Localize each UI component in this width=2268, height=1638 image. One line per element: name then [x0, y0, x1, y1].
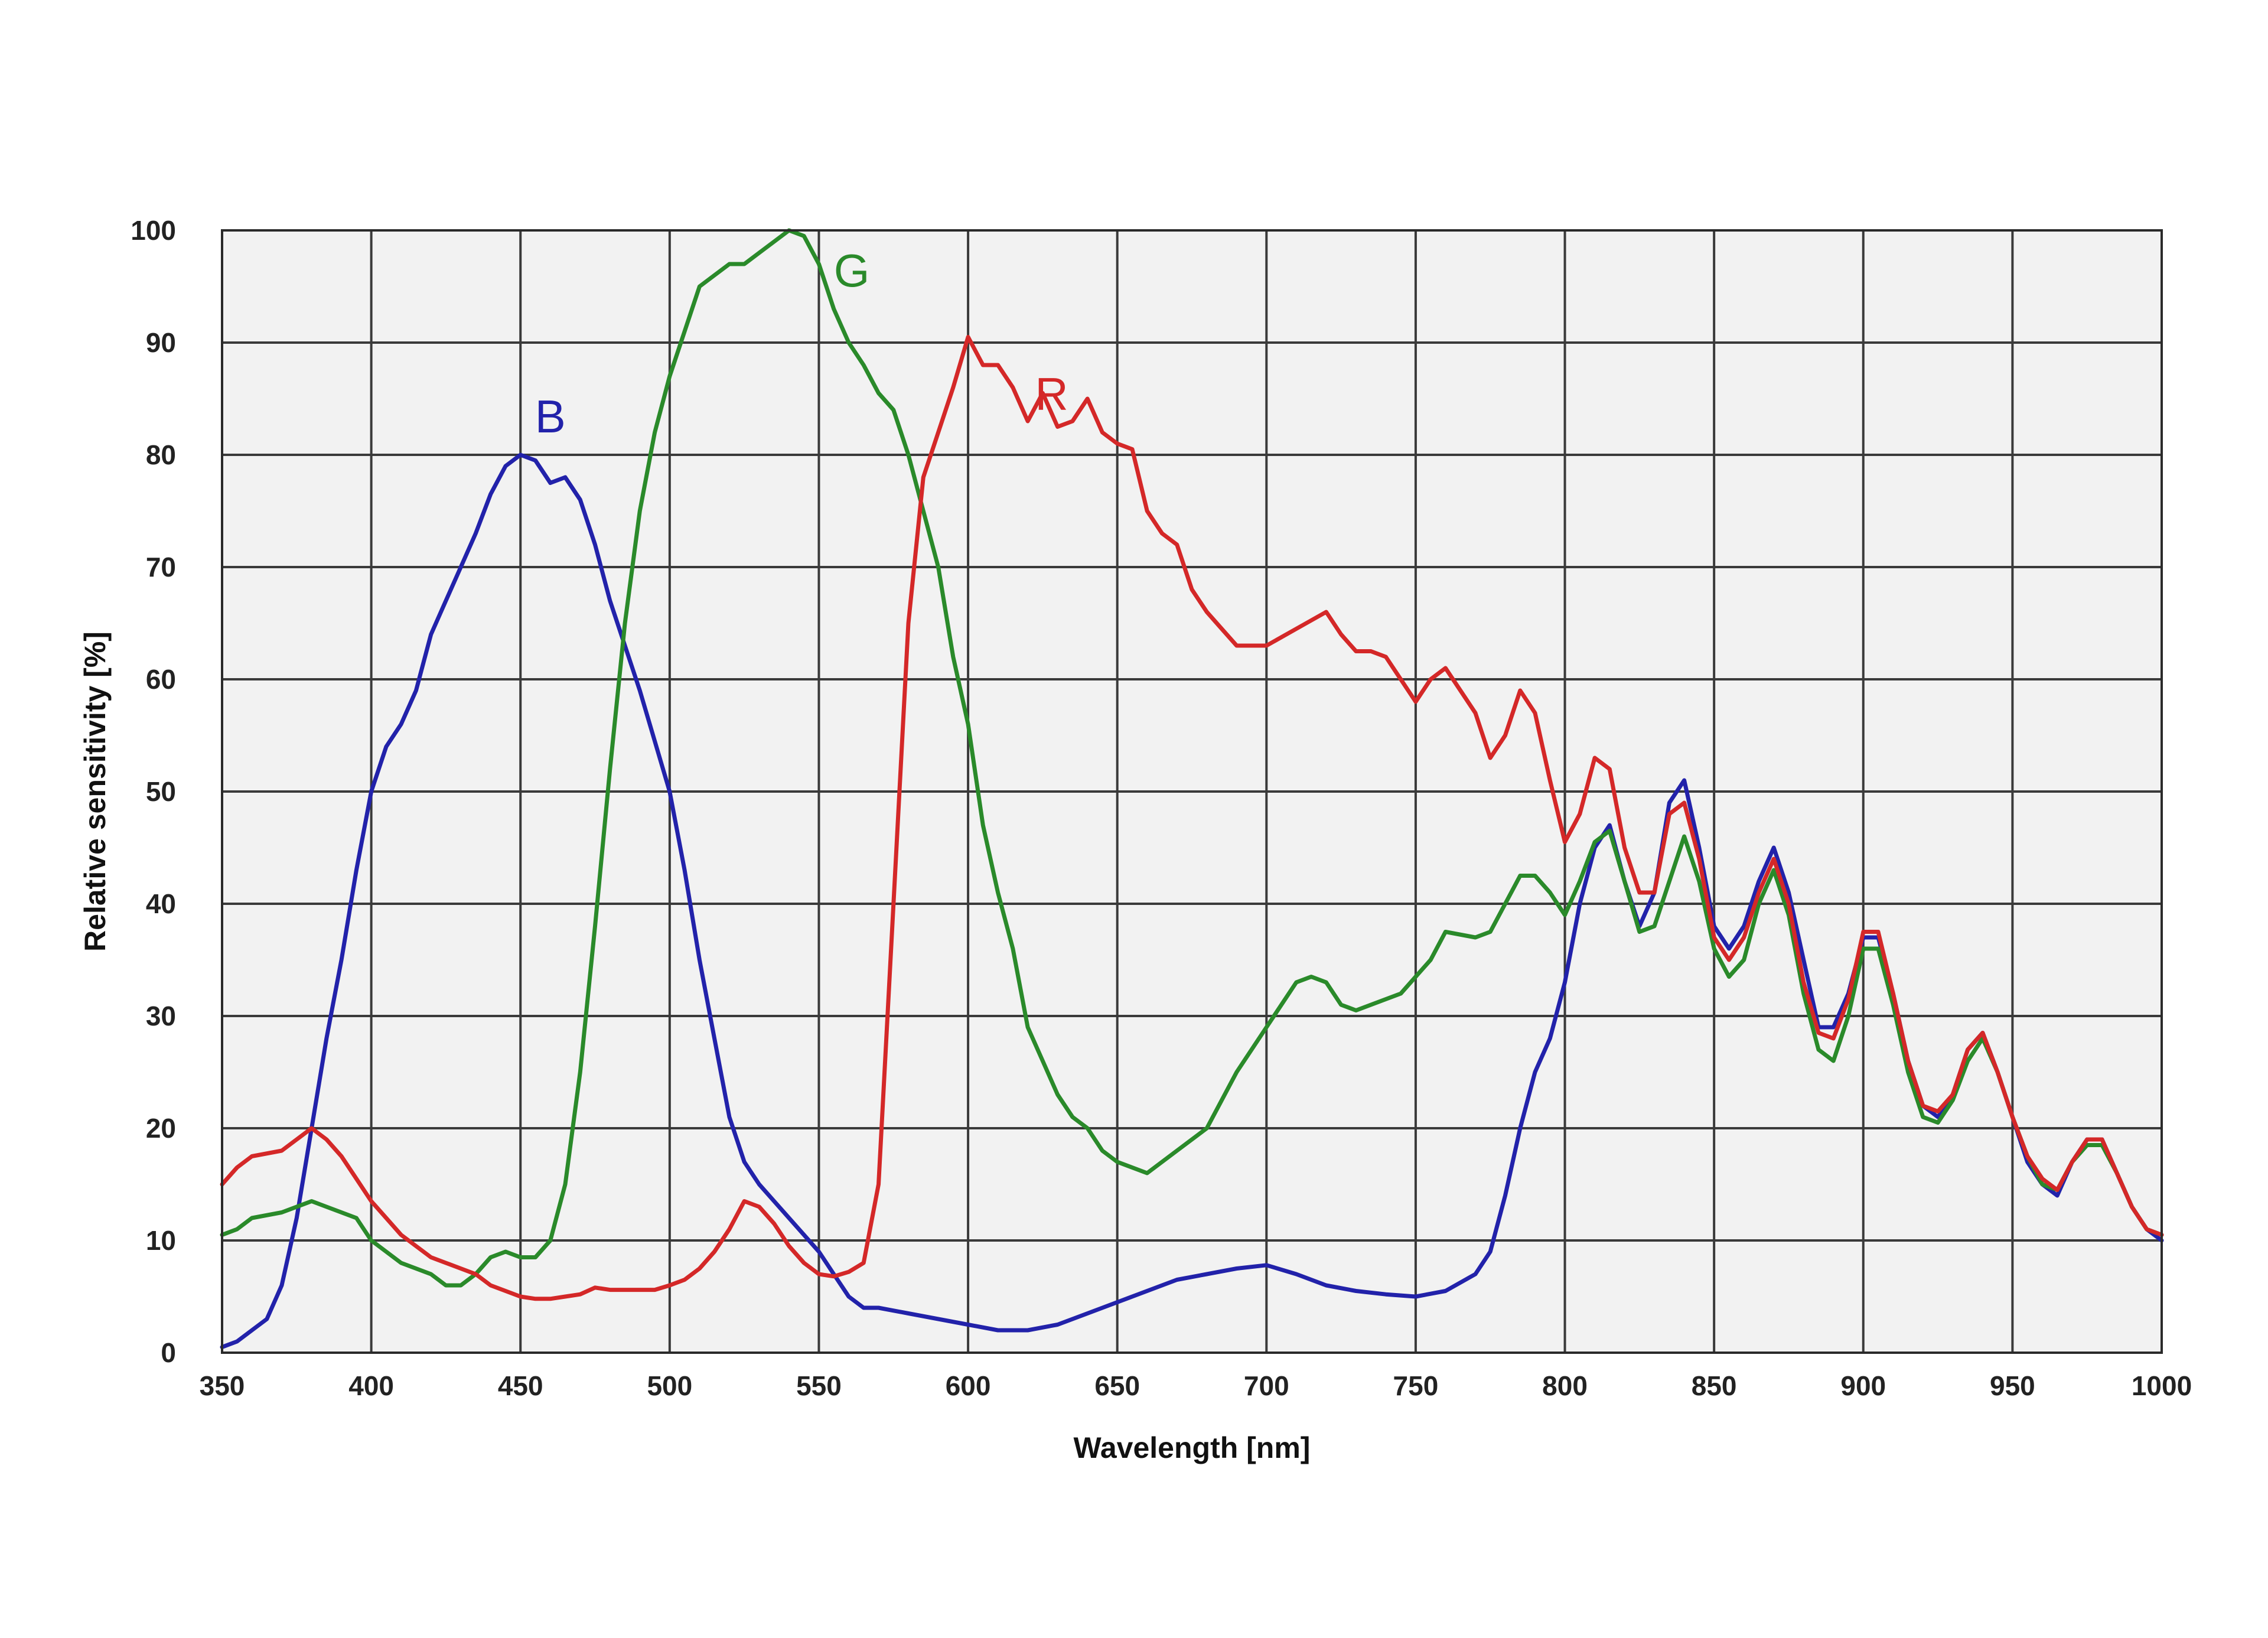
y-tick-label: 20	[146, 1113, 176, 1144]
x-tick-label: 400	[348, 1370, 394, 1401]
x-tick-labels: 350 400 450 500 550 600 650 700 750 800 850 900 950 1…	[200, 1370, 2192, 1401]
x-tick-label: 750	[1393, 1370, 1439, 1401]
x-tick-label: 500	[647, 1370, 692, 1401]
x-tick-label: 650	[1094, 1370, 1140, 1401]
series-labels: B G R	[535, 245, 1068, 442]
x-tick-label: 600	[946, 1370, 991, 1401]
y-tick-labels: 0 10 20 30 40 50 60 70 80 90 100	[131, 215, 176, 1368]
series-lines	[220, 228, 2164, 1349]
plot-frame	[221, 229, 2163, 1354]
series-label-g: G	[834, 245, 870, 297]
series-label-b: B	[535, 390, 566, 442]
series-label-r: R	[1035, 368, 1068, 420]
y-tick-label: 30	[146, 1001, 176, 1031]
x-axis-title: Wavelength [nm]	[1074, 1431, 1311, 1464]
y-tick-label: 40	[146, 888, 176, 919]
x-tick-label: 450	[498, 1370, 543, 1401]
x-tick-label: 950	[1990, 1370, 2035, 1401]
y-tick-label: 0	[161, 1337, 176, 1368]
y-tick-label: 100	[131, 215, 176, 246]
x-tick-label: 900	[1840, 1370, 1886, 1401]
y-axis-title: Relative sensitivity [%]	[79, 631, 112, 952]
x-tick-label: 800	[1542, 1370, 1588, 1401]
series-line-g	[220, 228, 2164, 1288]
y-tick-label: 10	[146, 1225, 176, 1256]
y-tick-label: 70	[146, 552, 176, 582]
x-tick-label: 550	[796, 1370, 842, 1401]
y-tick-label: 60	[146, 664, 176, 695]
series-line-r	[220, 335, 2164, 1301]
x-tick-label: 700	[1244, 1370, 1289, 1401]
x-tick-label: 1000	[2132, 1370, 2192, 1401]
y-tick-label: 90	[146, 327, 176, 358]
y-tick-label: 50	[146, 776, 176, 807]
x-tick-label: 350	[200, 1370, 245, 1401]
y-tick-label: 80	[146, 439, 176, 470]
x-tick-label: 850	[1692, 1370, 1737, 1401]
